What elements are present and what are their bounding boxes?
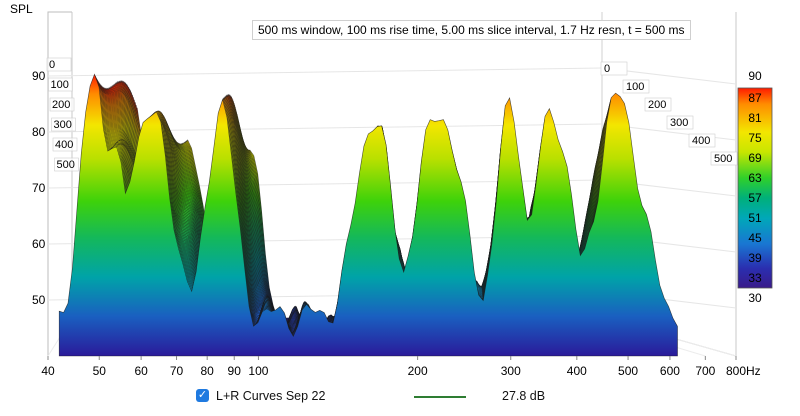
time-tick-bg-right	[666, 115, 694, 130]
time-tick-label-right: 400	[692, 135, 710, 147]
colorbar-tick-label: 33	[748, 271, 762, 285]
colorbar-tick-label: 81	[748, 111, 762, 125]
colorbar-tick-label: 57	[748, 191, 762, 205]
x-tick-label: 300	[501, 364, 521, 378]
colorbar-tick-label: 63	[748, 171, 762, 185]
y-axis-ticks: 90 80 70 60 50	[32, 69, 46, 307]
colorbar-tick-label: 75	[748, 131, 762, 145]
x-tick-label: 80	[201, 364, 215, 378]
colorbar-tick-label: 45	[748, 231, 762, 245]
time-tick-bg-left	[51, 117, 76, 132]
time-tick-bg-left	[52, 137, 78, 152]
y-axis-title-group: SPL	[10, 2, 33, 16]
x-tick-label: 400	[567, 364, 587, 378]
time-tick-bg-right	[688, 133, 716, 148]
x-tick-label: 40	[41, 364, 55, 378]
colorbar-tick-label: 39	[748, 251, 762, 265]
y-tick-label: 50	[32, 293, 46, 307]
grid-hline	[47, 67, 603, 77]
waterfall-slice	[58, 73, 678, 357]
colorbar-tick-label: 87	[748, 91, 762, 105]
y-axis-title: SPL	[10, 2, 33, 16]
time-tick-label-left: 300	[54, 119, 72, 131]
time-tick-bg-left	[48, 77, 73, 92]
analysis-info-box: 500 ms window, 100 ms rise time, 5.00 ms…	[252, 20, 691, 40]
time-tick-label-right: 200	[648, 99, 666, 111]
x-tick-label: 500	[618, 364, 638, 378]
x-tick-label: 200	[408, 364, 428, 378]
colorbar-tick-label: 51	[748, 211, 762, 225]
y-tick-label: 90	[32, 69, 46, 83]
x-tick-label: 700	[695, 364, 715, 378]
time-tick-bg-right	[622, 79, 650, 94]
y-tick-label: 70	[32, 181, 46, 195]
x-tick-label: 90	[228, 364, 242, 378]
time-tick-bg-left	[46, 57, 72, 72]
series-line-swatch	[414, 396, 466, 398]
y-tick-label: 80	[32, 125, 46, 139]
time-tick-bg-right	[710, 151, 738, 166]
colorbar-tick-label: 69	[748, 151, 762, 165]
time-tick-label-right: 0	[604, 63, 610, 75]
colorbar-gradient	[737, 87, 773, 289]
time-tick-label-right: 100	[626, 81, 644, 93]
series-visibility-checkbox[interactable]: ✓	[196, 389, 209, 402]
time-tick-bg-left	[49, 97, 75, 112]
x-tick-label: 50	[93, 364, 107, 378]
x-tick-label: 800	[726, 364, 746, 378]
time-tick-label-left: 200	[52, 99, 70, 111]
time-tick-label-left: 0	[49, 59, 55, 71]
time-tick-label-left: 400	[55, 139, 73, 151]
left-wall	[47, 11, 72, 356]
time-tick-bg-left	[54, 157, 79, 172]
series-name[interactable]: L+R Curves Sep 22	[216, 389, 326, 403]
x-tick-label: 60	[134, 364, 148, 378]
colorbar: 90 87 81 75 69 63 57 51 45 39 33 30	[737, 69, 773, 305]
x-axis-unit: Hz	[746, 364, 761, 378]
series-offset: 27.8 dB	[502, 389, 546, 403]
x-tick-label: 70	[170, 364, 184, 378]
y-tick-label: 60	[32, 237, 46, 251]
time-tick-label-right: 500	[714, 153, 732, 165]
x-tick-label: 100	[248, 364, 268, 378]
time-tick-bg-right	[644, 97, 672, 112]
time-tick-label-left: 100	[51, 79, 69, 91]
time-tick-label-right: 300	[670, 117, 688, 129]
time-axis-ticks: 0 0 100 100 200 200 300 300 400 400 500 500	[46, 57, 738, 172]
time-tick-bg-right	[600, 61, 628, 76]
x-axis-ticks: 40 50 60 70 80 90 100 200 300 400 500 600 700 800 Hz	[41, 356, 761, 378]
waterfall-surface	[58, 73, 678, 357]
time-tick-label-left: 500	[57, 159, 75, 171]
x-tick-label: 600	[660, 364, 680, 378]
colorbar-tick-label: 90	[748, 69, 762, 83]
colorbar-tick-label: 30	[748, 291, 762, 305]
